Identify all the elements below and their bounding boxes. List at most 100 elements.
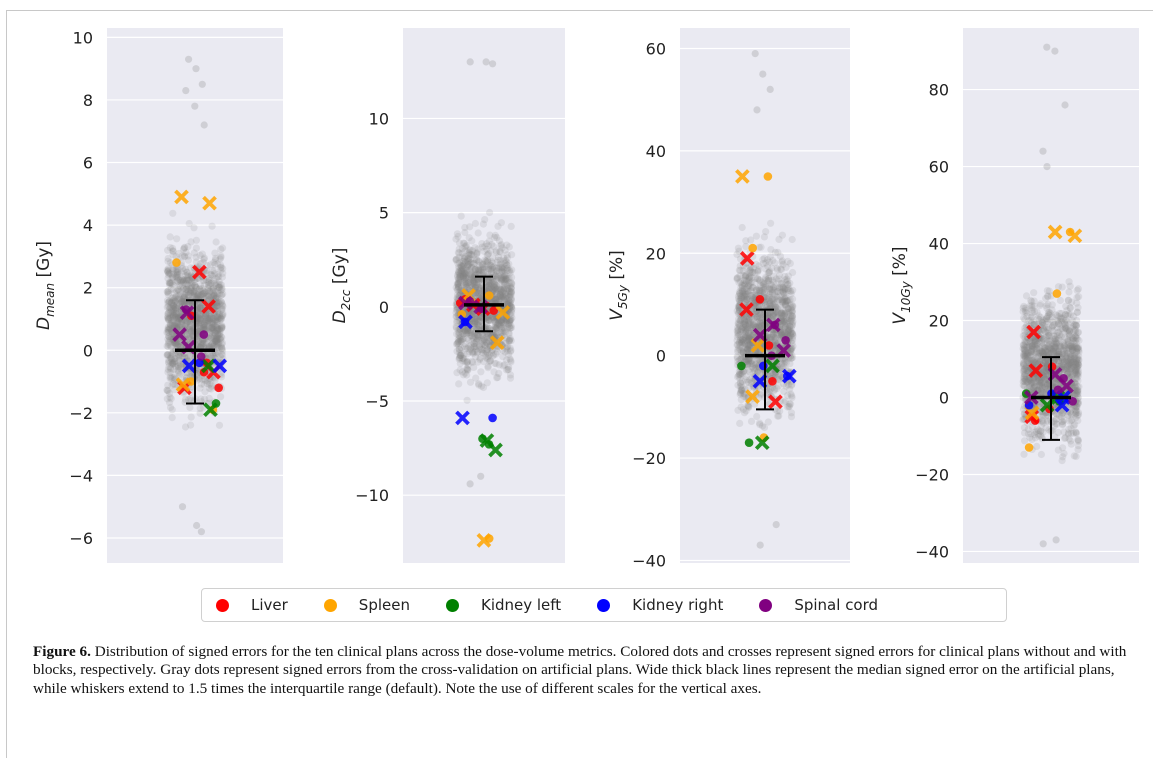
artificial-plan-point bbox=[178, 252, 186, 260]
artificial-plan-point bbox=[167, 374, 175, 383]
artificial-plan-point bbox=[487, 262, 495, 270]
artificial-plan-point bbox=[179, 278, 187, 286]
artificial-plan-point bbox=[470, 259, 478, 268]
artificial-plan-point bbox=[185, 395, 193, 404]
artificial-plan-point bbox=[216, 316, 224, 325]
artificial-plan-point bbox=[214, 313, 222, 321]
artificial-plan-point bbox=[203, 380, 211, 388]
artificial-plan-point bbox=[170, 289, 178, 297]
artificial-plan-point bbox=[170, 295, 178, 303]
artificial-plan-point bbox=[215, 283, 223, 291]
artificial-plan-point bbox=[461, 228, 469, 237]
artificial-plan-point bbox=[207, 333, 215, 341]
artificial-plan-point bbox=[205, 310, 213, 318]
artificial-plan-point bbox=[194, 314, 202, 322]
artificial-plan-point bbox=[168, 356, 176, 365]
artificial-plan-point bbox=[773, 266, 782, 274]
artificial-plan-point bbox=[196, 314, 204, 322]
artificial-plan-point bbox=[213, 332, 221, 340]
artificial-plan-point bbox=[184, 285, 192, 294]
artificial-plan-point bbox=[169, 209, 177, 217]
artificial-plan-outlier bbox=[766, 85, 774, 93]
clinical-dot-spinal-cord bbox=[781, 336, 790, 345]
artificial-plan-point bbox=[195, 375, 203, 383]
artificial-plan-point bbox=[190, 224, 198, 232]
artificial-plan-point bbox=[489, 352, 497, 360]
artificial-plan-point bbox=[747, 417, 756, 425]
artificial-plan-point bbox=[214, 338, 222, 346]
artificial-plan-point bbox=[164, 257, 172, 265]
artificial-plan-point bbox=[178, 316, 186, 325]
artificial-plan-point bbox=[169, 286, 178, 294]
artificial-plan-point bbox=[211, 336, 219, 344]
artificial-plan-point bbox=[180, 293, 188, 301]
artificial-plan-point bbox=[217, 350, 226, 358]
artificial-plan-point bbox=[216, 264, 225, 272]
artificial-plan-point bbox=[745, 280, 753, 288]
artificial-plan-point bbox=[217, 324, 225, 332]
artificial-plan-point bbox=[205, 323, 213, 331]
artificial-plan-point bbox=[211, 270, 219, 278]
artificial-plan-point bbox=[199, 290, 207, 298]
artificial-plan-point bbox=[196, 310, 204, 318]
artificial-plan-point bbox=[210, 258, 218, 266]
artificial-plan-point bbox=[740, 409, 749, 417]
artificial-plan-point bbox=[466, 348, 474, 356]
artificial-plan-point bbox=[198, 323, 206, 331]
artificial-plan-point bbox=[757, 317, 765, 325]
artificial-plan-point bbox=[173, 270, 181, 278]
artificial-plan-point bbox=[208, 340, 216, 349]
artificial-plan-point bbox=[164, 340, 172, 348]
artificial-plan-point bbox=[170, 386, 179, 394]
artificial-plan-point bbox=[211, 336, 219, 344]
artificial-plan-point bbox=[214, 294, 222, 302]
artificial-plan-point bbox=[503, 251, 511, 259]
clinical-dot-kidney-left bbox=[737, 361, 746, 371]
artificial-plan-point bbox=[760, 233, 769, 241]
artificial-plan-point bbox=[164, 289, 172, 297]
artificial-plan-point bbox=[205, 281, 213, 289]
artificial-plan-point bbox=[505, 330, 513, 338]
artificial-plan-point bbox=[180, 298, 188, 306]
artificial-plan-point bbox=[173, 310, 181, 318]
artificial-plan-point bbox=[491, 231, 499, 239]
artificial-plan-point bbox=[787, 413, 796, 421]
artificial-plan-point bbox=[177, 298, 186, 306]
artificial-plan-point bbox=[208, 340, 217, 348]
artificial-plan-point bbox=[169, 274, 177, 282]
artificial-plan-point bbox=[215, 325, 223, 334]
artificial-plan-point bbox=[167, 305, 175, 313]
artificial-plan-point bbox=[743, 295, 751, 303]
artificial-plan-point bbox=[169, 296, 177, 304]
artificial-plan-point bbox=[217, 245, 225, 253]
artificial-plan-point bbox=[163, 395, 171, 403]
artificial-plan-point bbox=[209, 293, 217, 301]
artificial-plan-point bbox=[219, 269, 227, 277]
artificial-plan-point bbox=[187, 278, 195, 287]
y-tick-label: −40 bbox=[632, 551, 666, 570]
artificial-plan-point bbox=[485, 249, 493, 258]
artificial-plan-point bbox=[182, 290, 190, 298]
artificial-plan-point bbox=[169, 313, 177, 321]
artificial-plan-point bbox=[196, 322, 204, 330]
artificial-plan-point bbox=[198, 341, 206, 349]
artificial-plan-point bbox=[216, 327, 224, 335]
artificial-plan-point bbox=[168, 381, 176, 389]
artificial-plan-point bbox=[168, 274, 176, 282]
artificial-plan-point bbox=[175, 270, 183, 278]
artificial-plan-point bbox=[217, 253, 225, 262]
artificial-plan-point bbox=[479, 323, 487, 331]
artificial-plan-point bbox=[208, 320, 216, 328]
artificial-plan-point bbox=[778, 298, 787, 306]
artificial-plan-point bbox=[181, 253, 189, 261]
artificial-plan-point bbox=[169, 319, 177, 327]
artificial-plan-point bbox=[183, 318, 191, 327]
artificial-plan-point bbox=[176, 323, 184, 331]
artificial-plan-point bbox=[200, 319, 208, 327]
artificial-plan-point bbox=[188, 325, 196, 333]
artificial-plan-point bbox=[167, 354, 175, 363]
artificial-plan-point bbox=[752, 232, 761, 240]
artificial-plan-point bbox=[168, 279, 176, 287]
clinical-dot-kidney-right bbox=[488, 413, 497, 423]
artificial-plan-point bbox=[210, 332, 218, 340]
